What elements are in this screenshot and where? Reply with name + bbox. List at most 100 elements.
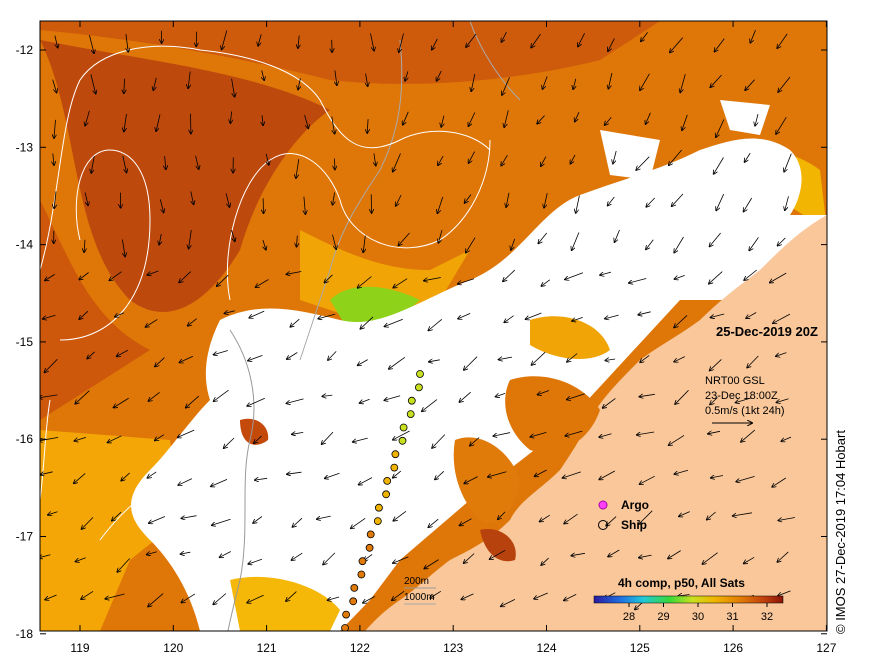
current-arrow (772, 477, 787, 487)
current-arrow (629, 278, 647, 284)
current-arrow (231, 78, 235, 97)
lat-tick-label: -15 (16, 335, 34, 349)
current-arrow (777, 33, 788, 48)
lon-tick-label: 120 (163, 641, 183, 655)
current-arrow (465, 194, 472, 204)
current-arrow (322, 431, 334, 444)
current-arrow (608, 72, 613, 89)
current-arrow (82, 517, 94, 529)
current-arrow (578, 33, 585, 46)
current-arrow (470, 437, 480, 446)
current-arrow (148, 593, 164, 607)
current-arrow (641, 32, 648, 41)
current-arrow (675, 390, 689, 404)
current-arrow (432, 434, 446, 448)
ssh-contour (40, 399, 51, 501)
current-arrow (716, 193, 725, 210)
current-arrow (459, 391, 471, 402)
current-arrow (537, 115, 545, 124)
current-arrow (393, 470, 402, 478)
current-arrow (181, 593, 196, 603)
current-arrow (211, 479, 228, 486)
ssh-contour (40, 45, 491, 271)
current-arrow (744, 269, 757, 280)
current-arrow (405, 71, 408, 81)
current-arrow (396, 194, 402, 206)
current-arrow (292, 432, 304, 434)
current-arrow (682, 114, 688, 130)
sst-coastal-patch (453, 437, 520, 523)
ship-marker (391, 450, 400, 459)
current-arrow (247, 594, 264, 603)
current-arrow (531, 33, 541, 48)
current-arrow (493, 432, 511, 437)
current-arrow (89, 34, 94, 53)
current-arrow (468, 112, 476, 127)
current-arrow (540, 514, 551, 521)
sst-patch (240, 418, 269, 445)
contour-1000m (469, 21, 521, 101)
current-arrow (222, 30, 228, 50)
current-arrow (79, 310, 89, 319)
current-arrow (572, 317, 583, 321)
current-arrow (385, 318, 403, 326)
current-arrow (639, 394, 655, 396)
current-arrow (608, 38, 615, 51)
current-arrow (126, 34, 128, 52)
current-arrow (669, 435, 685, 445)
current-arrow (304, 196, 306, 214)
current-arrow (108, 435, 122, 443)
current-arrow (674, 469, 689, 474)
current-arrow (353, 437, 368, 442)
sst-south-patch (230, 576, 340, 631)
contour-1000m (299, 39, 403, 361)
current-arrow (563, 471, 581, 478)
colorbar-title: 4h comp, p50, All Sats (618, 576, 745, 590)
ship-marker (357, 570, 366, 579)
ship-marker (382, 490, 391, 499)
current-arrow (224, 437, 235, 448)
current-arrow (87, 351, 95, 359)
ship-legend-label: Ship (621, 518, 647, 532)
current-arrow (298, 78, 300, 89)
ship-marker (416, 370, 424, 378)
contour-200m (227, 329, 255, 631)
current-arrow (674, 275, 685, 279)
current-arrow (287, 472, 302, 474)
lat-tick-label: -17 (16, 530, 34, 544)
argo-marker-icon (598, 500, 608, 510)
current-arrow (196, 31, 197, 47)
current-arrow (538, 232, 548, 243)
current-arrow (567, 393, 585, 400)
current-arrow (214, 350, 228, 355)
current-arrow (680, 74, 686, 92)
current-arrow (755, 114, 759, 126)
current-arrow (360, 316, 374, 329)
colorbar-tick-label: 30 (692, 611, 704, 623)
current-arrow (538, 390, 550, 395)
ship-marker (365, 543, 374, 552)
colorbar-ticks: 28 29 30 31 32 (623, 603, 773, 623)
ship-marker (414, 383, 423, 392)
current-arrow (52, 79, 57, 93)
current-arrow (736, 397, 752, 403)
current-arrow (565, 272, 584, 280)
current-vectors (40, 30, 795, 609)
lon-tick-label: 119 (70, 641, 89, 655)
current-arrow (115, 312, 125, 317)
current-arrow (287, 352, 298, 360)
current-arrow (363, 235, 365, 253)
current-arrow (458, 278, 475, 284)
current-arrow (84, 192, 88, 206)
current-arrow (374, 153, 376, 165)
current-arrow (296, 159, 300, 178)
current-arrow (504, 110, 509, 127)
current-arrow (744, 556, 755, 563)
current-arrow (40, 471, 53, 475)
ship-track (341, 370, 424, 631)
current-arrow (464, 553, 475, 564)
current-arrow (84, 239, 85, 252)
current-arrow (318, 313, 336, 319)
lat-tick-label: -16 (16, 432, 34, 446)
